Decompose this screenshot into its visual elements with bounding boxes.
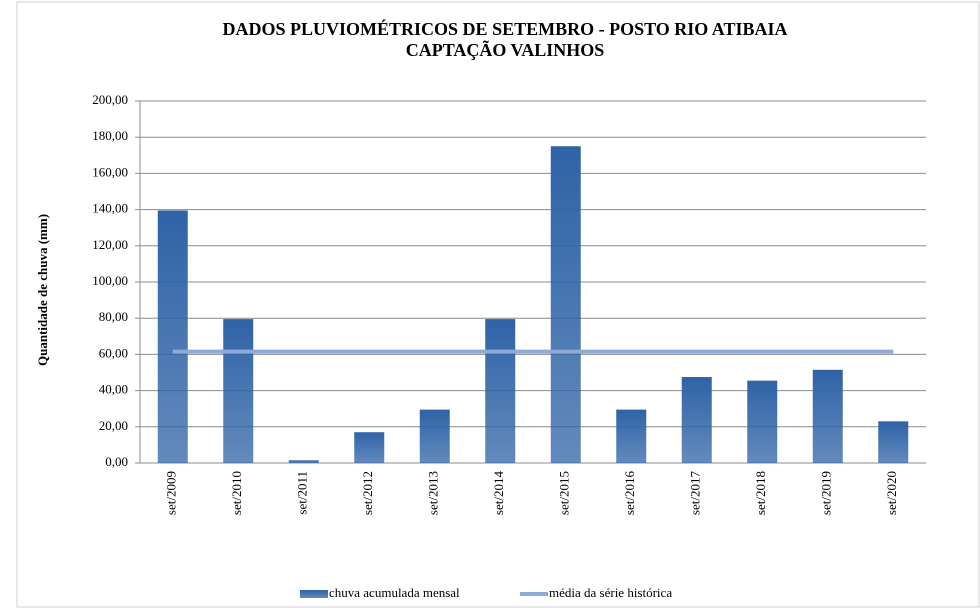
bar — [878, 421, 909, 463]
bar — [223, 319, 254, 463]
y-tick-label: 200,00 — [92, 92, 128, 107]
legend-label: média da série histórica — [549, 585, 672, 600]
x-tick-label: set/2010 — [229, 471, 244, 515]
bar — [550, 146, 581, 463]
legend-label: chuva acumulada mensal — [329, 585, 460, 600]
y-tick-label: 140,00 — [92, 201, 128, 216]
bar — [354, 432, 385, 463]
x-tick-label: set/2013 — [426, 471, 441, 515]
bar — [485, 319, 516, 463]
bar — [419, 409, 450, 463]
bar — [747, 380, 778, 463]
bar — [681, 377, 712, 463]
x-tick-label: set/2018 — [753, 471, 768, 515]
y-tick-label: 120,00 — [92, 237, 128, 252]
y-tick-label: 20,00 — [99, 418, 128, 433]
y-tick-label: 180,00 — [92, 128, 128, 143]
x-tick-label: set/2020 — [884, 471, 899, 515]
y-axis-title: Quantidade de chuva (mm) — [35, 214, 50, 366]
y-tick-label: 0,00 — [105, 454, 128, 469]
y-tick-label: 160,00 — [92, 164, 128, 179]
bar — [288, 460, 319, 463]
x-tick-label: set/2012 — [360, 471, 375, 515]
legend-marker — [300, 590, 328, 598]
x-tick-label: set/2016 — [622, 471, 637, 516]
x-tick-label: set/2009 — [164, 471, 179, 515]
x-tick-label: set/2014 — [491, 471, 506, 516]
y-tick-label: 100,00 — [92, 273, 128, 288]
x-tick-label: set/2011 — [295, 471, 310, 515]
bar — [616, 409, 647, 463]
bar — [157, 210, 188, 463]
chart-title: DADOS PLUVIOMÉTRICOS DE SETEMBRO - POSTO… — [223, 18, 788, 39]
y-tick-label: 60,00 — [99, 345, 128, 360]
bar — [812, 369, 843, 463]
x-tick-label: set/2019 — [819, 471, 834, 515]
x-tick-label: set/2015 — [557, 471, 572, 515]
x-tick-label: set/2017 — [688, 471, 703, 516]
chart-subtitle: CAPTAÇÃO VALINHOS — [406, 39, 605, 60]
y-tick-label: 40,00 — [99, 382, 128, 397]
y-tick-label: 80,00 — [99, 309, 128, 324]
